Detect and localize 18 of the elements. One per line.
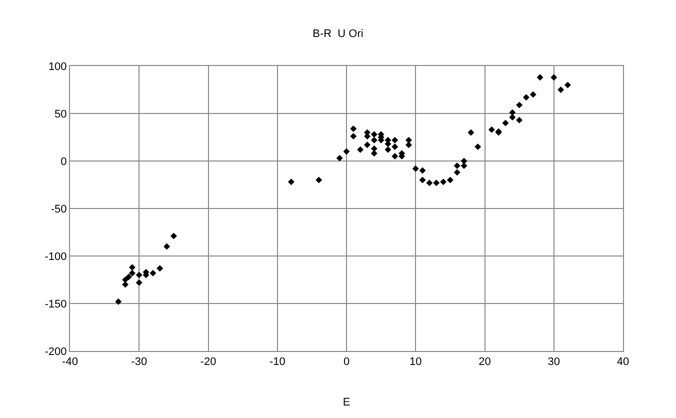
x-tick-label: 40 — [616, 356, 630, 368]
x-tick-label: -20 — [200, 356, 216, 368]
x-tick-label: 30 — [548, 356, 560, 368]
x-tick-label: 10 — [410, 356, 422, 368]
x-tick-label: 0 — [343, 356, 350, 368]
x-tick-label: 20 — [478, 356, 491, 368]
y-tick-label: -50 — [50, 203, 67, 216]
y-tick-label: -200 — [44, 346, 67, 358]
y-tick-label: -150 — [44, 298, 67, 310]
chart-title: B-R U Ori — [312, 28, 364, 40]
y-tick-label: -100 — [44, 250, 67, 263]
x-axis-title: E — [342, 396, 350, 408]
y-tick-label: 0 — [60, 156, 67, 168]
y-tick-label: 50 — [54, 108, 67, 120]
y-tick-label: 100 — [48, 60, 67, 73]
x-tick-label: -30 — [131, 356, 148, 368]
x-tick-label: -10 — [269, 356, 286, 368]
x-tick-label: -40 — [62, 356, 78, 368]
